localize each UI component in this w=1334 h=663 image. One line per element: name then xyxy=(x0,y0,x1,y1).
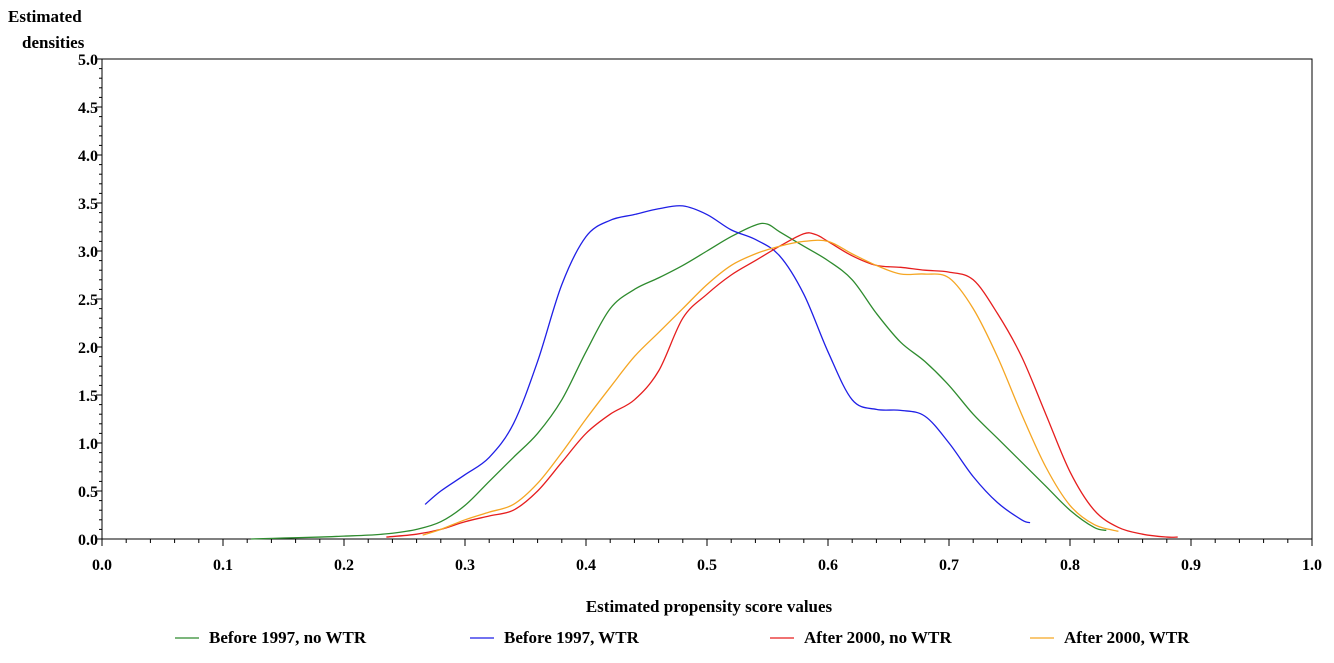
y-axis-label-line-2: densities xyxy=(22,33,85,52)
x-tick-label: 1.0 xyxy=(1302,557,1322,574)
x-tick-label: 0.5 xyxy=(697,557,717,574)
legend-label-1: Before 1997, no WTR xyxy=(209,628,367,647)
y-tick-label: 3.0 xyxy=(78,244,98,261)
y-tick-label: 5.0 xyxy=(78,52,98,69)
x-axis-label: Estimated propensity score values xyxy=(586,597,833,616)
x-axis: 0.0 0.1 0.2 0.3 0.4 0.5 0.6 0.7 0.8 0.9 1.0 xyxy=(92,539,1322,574)
x-tick-label: 0.3 xyxy=(455,557,475,574)
y-tick-label: 2.5 xyxy=(78,292,98,309)
y-tick-label: 0.5 xyxy=(78,484,98,501)
series-line-1 xyxy=(250,222,1107,540)
x-tick-label: 0.7 xyxy=(939,557,959,574)
legend-label-3: After 2000, no WTR xyxy=(804,628,952,647)
x-tick-label: 0.1 xyxy=(213,557,233,574)
legend: Before 1997, no WTR Before 1997, WTR After… xyxy=(175,628,1190,647)
y-tick-label: 2.0 xyxy=(78,340,98,357)
y-tick-label: 4.0 xyxy=(78,148,98,165)
y-tick-label: 4.5 xyxy=(78,100,98,117)
y-tick-label: 1.0 xyxy=(78,436,98,453)
y-tick-label: 1.5 xyxy=(78,388,98,405)
series-line-4 xyxy=(422,239,1119,536)
x-tick-label: 0.2 xyxy=(334,557,354,574)
y-tick-label: 0.0 xyxy=(78,532,98,549)
y-axis: 0.0 0.5 1.0 1.5 2.0 2.5 3.0 3.5 4.0 4.5 5.0 xyxy=(78,52,102,549)
plot-area-frame xyxy=(101,58,1313,540)
series-line-3 xyxy=(386,232,1178,538)
x-tick-label: 0.6 xyxy=(818,557,838,574)
series-line-2 xyxy=(424,205,1031,524)
y-tick-label: 3.5 xyxy=(78,196,98,213)
legend-label-2: Before 1997, WTR xyxy=(504,628,640,647)
x-tick-label: 0.4 xyxy=(576,557,596,574)
y-axis-label-line-1: Estimated xyxy=(8,7,82,26)
x-tick-label: 0.0 xyxy=(92,557,112,574)
x-tick-label: 0.9 xyxy=(1181,557,1201,574)
series-lines xyxy=(250,205,1178,540)
x-tick-label: 0.8 xyxy=(1060,557,1080,574)
legend-label-4: After 2000, WTR xyxy=(1064,628,1190,647)
